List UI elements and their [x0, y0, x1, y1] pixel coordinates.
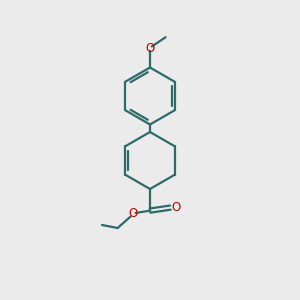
Text: O: O: [128, 207, 137, 220]
Text: O: O: [171, 201, 180, 214]
Text: O: O: [146, 42, 154, 55]
